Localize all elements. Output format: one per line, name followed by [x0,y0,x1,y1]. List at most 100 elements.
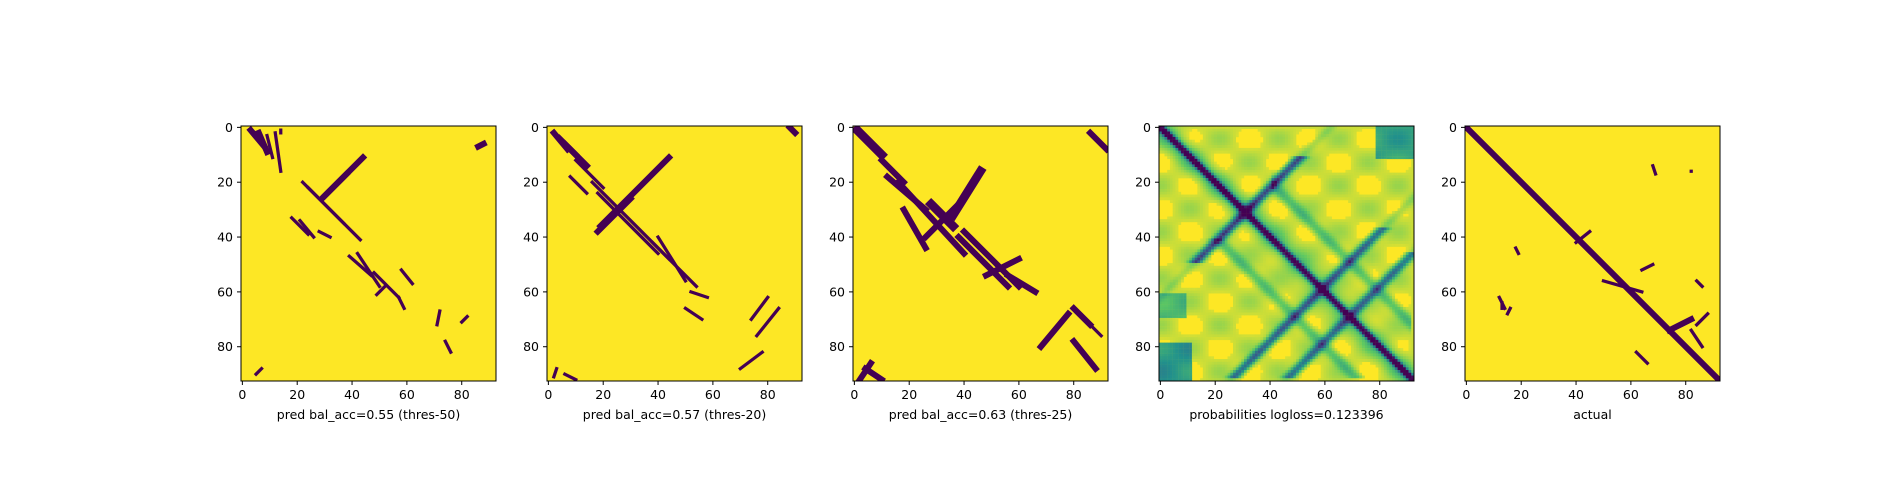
heatmap-cell [1293,224,1297,228]
heatmap-cell [1309,246,1313,250]
heatmap-cell [1353,219,1357,223]
heatmap-cell [1323,126,1327,129]
heatmap-cell [1241,158,1245,162]
heatmap-cell [1183,126,1187,129]
heatmap-cell [1353,200,1357,203]
heatmap-cell [1293,296,1297,299]
heatmap-cell [1265,194,1269,198]
heatmap-cell [1361,167,1365,171]
heatmap-cell [1180,172,1184,176]
heatmap-cell [1159,175,1162,179]
heatmap-cell [1249,257,1253,261]
heatmap-cell [1197,213,1201,217]
heatmap-cell [1241,263,1245,267]
heatmap-cell [1318,241,1321,245]
heatmap-cell [1411,169,1414,173]
heatmap-cell [1189,252,1193,256]
heatmap-cell [1400,271,1404,275]
heatmap-cell [1230,285,1234,288]
heatmap-cell [1205,205,1209,209]
heatmap-cell [1205,167,1209,171]
heatmap-cell [1235,285,1239,288]
heatmap-cell [1375,279,1379,283]
heatmap-cell [1263,263,1267,267]
heatmap-cell [1315,142,1319,146]
heatmap-cell [1312,150,1316,154]
heatmap-cell [1211,197,1215,201]
heatmap-cell [1205,265,1209,269]
heatmap-cell [1268,290,1272,294]
heatmap-cell [1287,153,1291,157]
heatmap-cell [1194,252,1198,256]
heatmap-cell [1400,205,1404,209]
heatmap-cell [1186,216,1190,220]
heatmap-cell [1290,224,1294,228]
heatmap-cell [1386,241,1390,245]
heatmap-cell [1194,169,1198,173]
heatmap-cell [1381,147,1385,151]
heatmap-cell [1263,200,1267,203]
heatmap-cell [1383,224,1387,228]
heatmap-cell [1359,276,1363,280]
heatmap-cell [1271,263,1275,267]
heatmap-cell [1309,224,1313,228]
heatmap-cell [1318,205,1321,209]
heatmap-cell [1197,147,1201,151]
heatmap-cell [1279,175,1283,179]
heatmap-cell [1339,257,1343,261]
heatmap-cell [1208,197,1212,201]
heatmap-cell [1202,224,1206,228]
heatmap-cell [1312,290,1316,294]
heatmap-cell [1282,249,1286,253]
heatmap-cell [1320,230,1324,234]
heatmap-cell [1249,293,1253,297]
heatmap-cell [1320,227,1324,231]
heatmap-cell [1337,232,1341,236]
heatmap-cell [1312,194,1316,198]
heatmap-cell [1392,243,1396,247]
heatmap-cell [1172,224,1176,228]
heatmap-cell [1337,219,1341,223]
heatmap-cell [1271,147,1275,151]
heatmap-cell [1189,147,1193,151]
heatmap-cell [1381,221,1385,225]
heatmap-cell [1315,202,1319,206]
heatmap-cell [1408,274,1412,278]
heatmap-cell [1370,153,1374,157]
heatmap-cell [1342,134,1346,138]
heatmap-cell [1235,260,1239,264]
heatmap-cell [1339,227,1343,231]
heatmap-cell [1293,142,1297,146]
heatmap-cell [1202,293,1206,297]
heatmap-cell [1246,296,1250,299]
heatmap-cell [1339,189,1343,193]
heatmap-cell [1224,216,1228,220]
heatmap-cell [1271,150,1275,154]
heatmap-cell [1381,128,1385,132]
heatmap-cell [1175,128,1179,132]
heatmap-cell [1323,200,1327,203]
heatmap-cell [1364,219,1368,223]
heatmap-cell [1389,194,1393,198]
heatmap-cell [1274,172,1278,176]
heatmap-cell [1241,219,1245,223]
heatmap-cell [1290,252,1294,256]
heatmap-cell [1191,268,1195,272]
heatmap-cell [1235,211,1239,214]
heatmap-cell [1287,167,1291,171]
heatmap-cell [1290,219,1294,223]
heatmap-cell [1260,128,1264,132]
heatmap-cell [1287,265,1291,269]
heatmap-cell [1293,227,1297,231]
heatmap-cell [1227,227,1231,231]
heatmap-cell [1405,191,1409,195]
heatmap-cell [1408,260,1412,264]
heatmap-cell [1389,219,1393,223]
heatmap-cell [1200,246,1204,250]
heatmap-cell [1268,183,1272,187]
heatmap-cell [1301,164,1305,168]
heatmap-cell [1342,197,1346,201]
heatmap-cell [1183,216,1187,220]
heatmap-cell [1161,142,1165,146]
heatmap-cell [1175,219,1179,223]
